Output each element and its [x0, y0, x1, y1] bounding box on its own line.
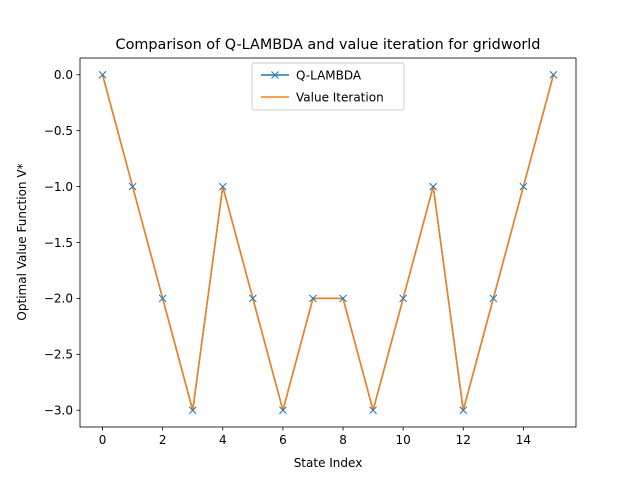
data-point-marker — [399, 294, 408, 303]
plot-background — [80, 58, 576, 427]
marker-stroke — [98, 70, 107, 79]
marker-stroke — [369, 406, 377, 415]
series-layer — [98, 70, 558, 415]
marker-stroke — [489, 294, 498, 303]
x-tick-label: 4 — [219, 433, 227, 447]
marker-stroke — [279, 406, 287, 415]
y-tick-label: 0.0 — [54, 68, 73, 82]
y-axis: 0.0 −0.5 −1.0 −1.5 −2.0 −2.5 −3.0 — [44, 68, 80, 418]
y-tick-label: −1.5 — [44, 236, 73, 250]
marker-stroke — [309, 294, 317, 303]
data-point-marker — [248, 294, 257, 303]
marker-stroke — [218, 182, 227, 191]
data-point-marker — [128, 182, 137, 191]
marker-stroke — [459, 406, 468, 415]
x-tick-label: 6 — [279, 433, 287, 447]
data-point-marker — [158, 294, 167, 303]
data-point-marker — [98, 70, 107, 79]
plot-area — [80, 58, 576, 427]
legend-marker — [271, 71, 279, 79]
data-point-marker — [218, 182, 227, 191]
data-point-marker — [549, 70, 558, 79]
marker-stroke — [339, 294, 347, 303]
data-point-marker — [369, 406, 377, 415]
data-point-marker — [459, 406, 468, 415]
x-tick-label: 14 — [516, 433, 531, 447]
marker-stroke — [429, 182, 438, 191]
x-tick-label: 12 — [456, 433, 471, 447]
marker-stroke — [549, 70, 558, 79]
data-point-marker — [188, 406, 197, 415]
x-tick-label: 0 — [99, 433, 107, 447]
marker-stroke — [128, 182, 137, 191]
y-tick-label: −2.5 — [44, 348, 73, 362]
y-tick-label: −0.5 — [44, 124, 73, 138]
y-axis-label: Optimal Value Function V* — [15, 163, 29, 320]
legend-box — [251, 62, 405, 111]
x-tick-label: 8 — [339, 433, 347, 447]
y-tick-label: −1.0 — [44, 180, 73, 194]
chart-title: Comparison of Q-LAMBDA and value iterati… — [116, 37, 541, 53]
x-axis-label: State Index — [294, 456, 363, 470]
legend-label: Value Iteration — [296, 90, 384, 104]
marker-stroke — [188, 406, 197, 415]
legend-label: Q-LAMBDA — [296, 68, 362, 82]
data-point-marker — [429, 182, 438, 191]
plot-frame — [79, 57, 577, 428]
marker-stroke — [248, 294, 257, 303]
x-tick-label: 2 — [159, 433, 167, 447]
data-point-marker — [279, 406, 287, 415]
series-line — [101, 73, 555, 411]
y-tick-label: −3.0 — [44, 404, 73, 418]
marker-stroke — [519, 182, 528, 191]
y-tick-label: −2.0 — [44, 292, 73, 306]
marker-stroke — [158, 294, 167, 303]
x-axis: 0 2 4 6 8 10 12 14 — [99, 427, 531, 447]
data-point-marker — [309, 294, 317, 303]
data-point-marker — [519, 182, 528, 191]
marker-stroke — [399, 294, 408, 303]
data-point-marker — [489, 294, 498, 303]
x-tick-label: 10 — [396, 433, 411, 447]
data-point-marker — [339, 294, 347, 303]
legend: Q-LAMBDA Value Iteration — [251, 62, 405, 111]
